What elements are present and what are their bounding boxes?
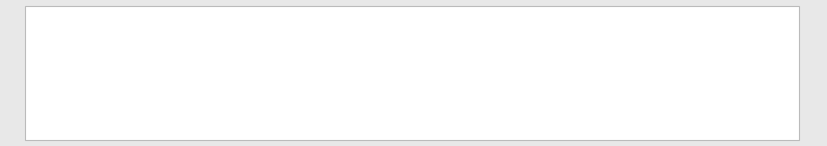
Text: i): i) [98,30,108,43]
Text: Take particular care to indicate stereochemistry properly.: Take particular care to indicate stereoc… [148,110,531,123]
Text: detailed, stepwise mechanism(s) for the reaction, and: detailed, stepwise mechanism(s) for the … [148,78,508,91]
Text: ii): ii) [94,46,108,59]
Text: For each of the following reactions, provide:: For each of the following reactions, pro… [88,10,383,23]
Text: iii): iii) [90,78,108,91]
Text: which mechanism the reaction will most likely proceed,: which mechanism the reaction will most l… [148,30,515,43]
Text: the organic product(s) of the reaction, indicating which is major, if applicable: the organic product(s) of the reaction, … [148,94,667,107]
Text: the most important part of the reaction scheme that helped you determine which: the most important part of the reaction … [148,46,690,59]
Text: iv): iv) [91,94,108,107]
Text: reaction mechanism would occur,: reaction mechanism would occur, [148,62,368,75]
